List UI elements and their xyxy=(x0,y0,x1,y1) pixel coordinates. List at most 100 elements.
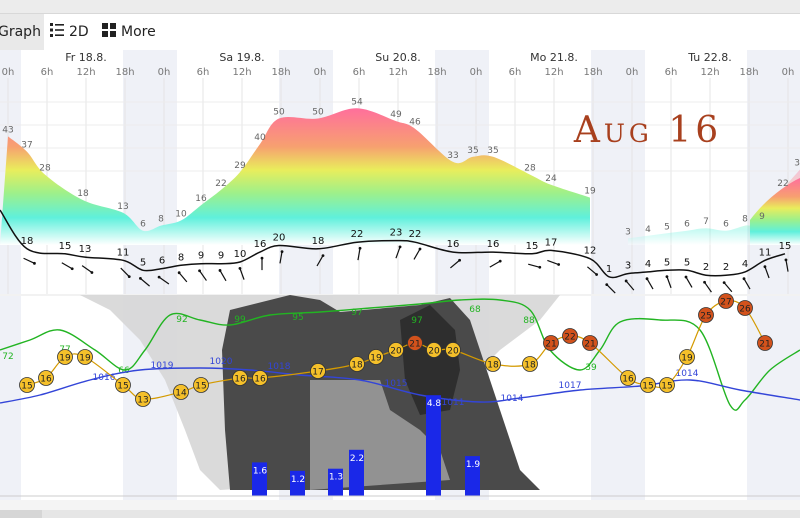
day-label: Su 20.8. xyxy=(375,51,420,64)
temperature-dot xyxy=(679,349,695,365)
temperature-dot xyxy=(193,377,209,393)
upper-value-label: 28 xyxy=(39,164,51,174)
upper-value-label: 49 xyxy=(390,110,402,120)
wind-arrow xyxy=(528,263,540,268)
wind-arrow xyxy=(120,267,130,278)
upper-value-label: 6 xyxy=(140,220,146,230)
wind-arrow-head xyxy=(358,246,362,250)
temperature-dot xyxy=(135,391,151,407)
temperature-dot-label: 13 xyxy=(137,396,148,406)
upper-value-label: 22 xyxy=(215,179,226,189)
twod-view-button[interactable]: 2D xyxy=(50,14,89,50)
temperature-dot-label: 15 xyxy=(661,382,672,392)
humidity-label: 92 xyxy=(176,315,187,325)
upper-value-label: 50 xyxy=(312,108,324,118)
temperature-dot-label: 20 xyxy=(390,347,402,357)
temperature-dot xyxy=(407,335,423,351)
hour-label: 12h xyxy=(544,67,563,78)
humidity-label: 95 xyxy=(292,313,303,323)
upper-value-label: 24 xyxy=(545,174,557,184)
hour-label: 0h xyxy=(158,67,171,78)
precip-bar-label: 1.3 xyxy=(329,473,343,483)
precip-bar xyxy=(252,462,267,496)
temperature-dot-label: 15 xyxy=(642,382,653,392)
upper-value-label: 16 xyxy=(195,194,207,204)
hour-label: 0h xyxy=(470,67,483,78)
wind-value-label: 1 xyxy=(606,264,612,275)
upper-value-label: 9 xyxy=(759,212,765,222)
wind-arrow-head xyxy=(321,254,325,258)
wind-value-label: 8 xyxy=(178,252,184,263)
pressure-label: 1011 xyxy=(442,398,465,408)
day-label: Mo 21.8. xyxy=(530,51,578,64)
pressure-label: 1018 xyxy=(268,362,291,372)
hour-label: 12h xyxy=(388,67,407,78)
humidity-label: 66 xyxy=(118,366,130,376)
wind-arrow-head xyxy=(238,266,242,270)
wind-arrow-head xyxy=(595,273,598,276)
wind-arrow-head xyxy=(198,269,201,273)
temperature-dot xyxy=(659,377,675,393)
precip-bar xyxy=(349,449,364,496)
precip-bar xyxy=(465,456,480,496)
upper-value-label: 30 xyxy=(794,159,800,169)
precip-bar-label: 2.2 xyxy=(350,454,364,464)
wind-arrow xyxy=(743,278,751,290)
wind-value-label: 15 xyxy=(526,241,539,252)
temperature-dot-label: 20 xyxy=(447,347,459,357)
temperature-dot xyxy=(19,377,35,393)
temperature-area-high xyxy=(0,108,590,245)
wind-arrow-head xyxy=(398,245,402,249)
wind-arrow-head xyxy=(33,261,36,265)
temperature-dot-label: 15 xyxy=(195,382,206,392)
view-toolbar: Graph 2D More xyxy=(0,14,800,50)
hour-label: 12h xyxy=(700,67,719,78)
wind-arrow-head xyxy=(157,275,161,279)
temperature-dot-label: 27 xyxy=(720,298,731,308)
wind-arrow-head xyxy=(90,271,94,274)
wind-arrow-head xyxy=(70,267,74,271)
temperature-dot-label: 21 xyxy=(759,340,770,350)
wind-arrow xyxy=(625,280,635,291)
precip-bar-label: 1.2 xyxy=(291,475,305,485)
upper-value-label: 4 xyxy=(645,225,651,235)
hour-label: 0h xyxy=(314,67,327,78)
hour-label: 12h xyxy=(76,67,95,78)
pressure-label: 1014 xyxy=(676,369,699,379)
temperature-dot-label: 19 xyxy=(79,354,91,364)
temperature-dot xyxy=(232,370,248,386)
wind-arrow xyxy=(81,265,93,273)
temperature-dot-label: 22 xyxy=(564,333,575,343)
wind-value-label: 12 xyxy=(584,246,597,257)
wind-arrow xyxy=(685,276,693,288)
wind-value-label: 18 xyxy=(312,236,325,247)
temperature-area-right xyxy=(750,178,800,245)
wind-arrow-head xyxy=(127,275,131,278)
wind-value-label: 15 xyxy=(779,241,792,252)
precip-bar-label: 4.8 xyxy=(427,399,442,409)
temperature-dot-label: 17 xyxy=(312,368,323,378)
more-button[interactable]: More xyxy=(102,14,156,50)
upper-value-label: 33 xyxy=(447,151,458,161)
precip-bar xyxy=(290,470,305,496)
upper-value-label: 6 xyxy=(723,220,729,230)
temperature-dot xyxy=(522,356,538,372)
temperature-dot xyxy=(543,335,559,351)
pressure-label: 1020 xyxy=(210,357,233,367)
wind-value-label: 6 xyxy=(159,256,165,267)
temperature-dot xyxy=(77,349,93,365)
upper-value-label: 6 xyxy=(684,220,690,230)
upper-value-label: 35 xyxy=(467,146,478,156)
graph-view-button[interactable]: Graph xyxy=(0,14,44,50)
wind-value-label: 20 xyxy=(273,233,286,244)
hour-label: 6h xyxy=(41,67,54,78)
overlay-date-title: Aug 16 xyxy=(573,110,722,151)
wind-value-label: 2 xyxy=(723,262,729,273)
wind-value-label: 9 xyxy=(218,251,224,262)
temperature-dot xyxy=(582,335,598,351)
temperature-dot xyxy=(368,349,384,365)
temperature-dot-label: 18 xyxy=(524,361,536,371)
cloud-layer-low xyxy=(310,380,450,490)
wind-arrow xyxy=(450,259,460,269)
wind-arrow-head xyxy=(280,250,284,253)
